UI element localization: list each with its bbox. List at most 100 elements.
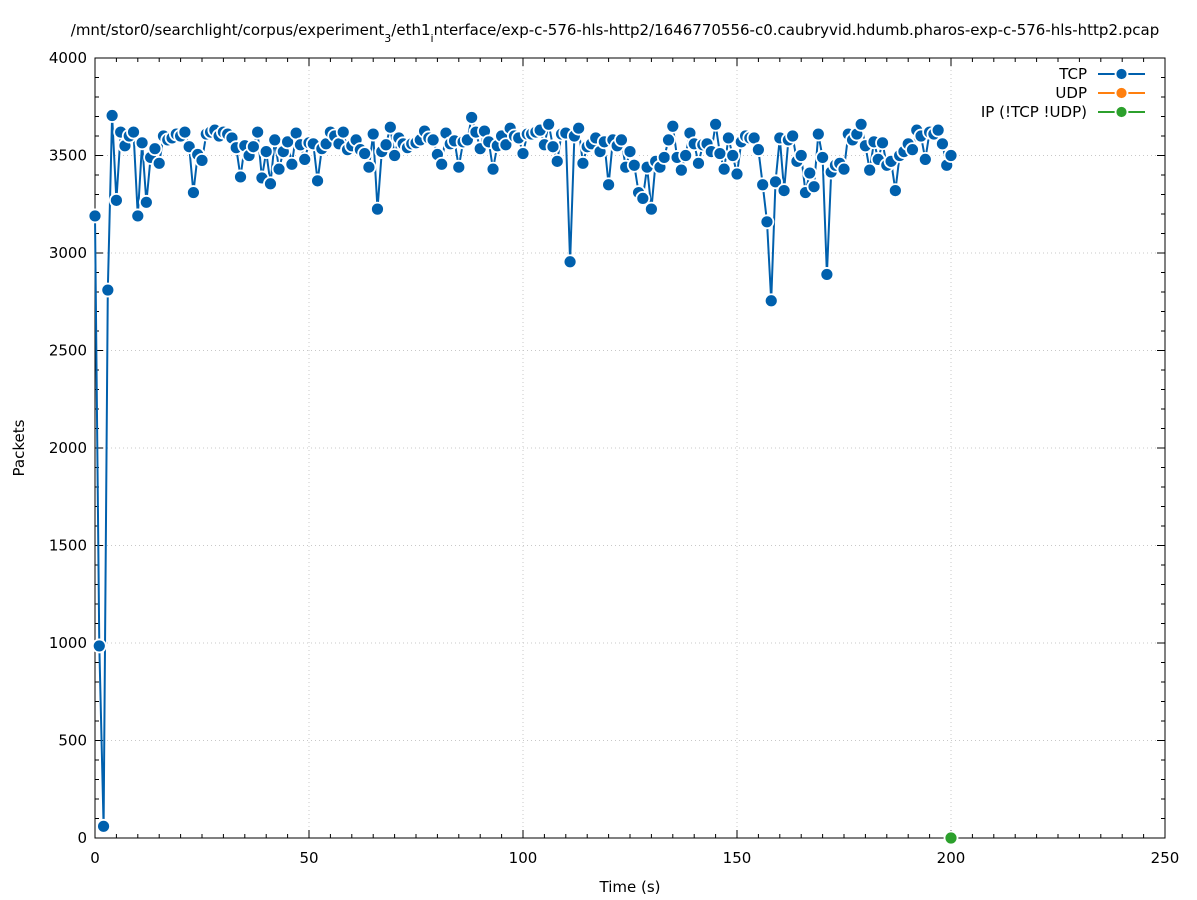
legend-label: UDP [1055,84,1087,102]
data-point [263,176,278,192]
data-point [614,132,629,148]
series-tcp [87,108,959,834]
data-point [571,120,587,136]
data-point [644,201,659,217]
x-tick-label: 100 [509,849,538,867]
data-point [310,173,325,189]
x-tick-label: 250 [1151,849,1180,867]
y-tick-label: 1000 [49,634,87,652]
data-point [541,116,557,132]
x-axis-label: Time (s) [599,878,661,896]
data-point [104,108,120,123]
data-point [100,282,116,298]
data-point [930,122,946,138]
data-point [378,137,394,153]
data-point [382,119,398,135]
data-point [451,159,467,175]
data-point [271,161,287,177]
data-point [387,148,403,163]
data-point [138,194,154,210]
y-tick-label: 2000 [49,439,87,457]
data-point [917,151,933,167]
data-point [464,110,480,125]
data-point [836,161,852,177]
data-point [785,128,801,144]
data-point [862,162,878,178]
y-tick-label: 2500 [49,342,87,360]
data-point [691,155,706,171]
data-point [365,126,381,142]
data-point [943,830,959,846]
x-tick-label: 200 [937,849,966,867]
data-point [802,165,818,181]
data-point [768,174,783,190]
data-point [87,208,103,224]
data-point [776,183,792,199]
data-point [357,146,373,161]
data-point [935,136,950,152]
chart-title-subscript-1: 3 [384,32,391,45]
x-tick-label: 150 [723,849,752,867]
chart-title-part-after: nterface/exp-c-576-hls-http2/1646770556-… [434,21,1160,39]
y-tick-label: 500 [58,732,87,750]
data-point [759,214,775,230]
series-layer [87,108,959,846]
data-point [815,150,830,165]
data-point [763,293,779,309]
y-tick-label: 3000 [49,244,87,262]
data-point [751,142,766,158]
chart-title-part-before: /mnt/stor0/searchlight/corpus/experiment [71,21,385,39]
data-point [109,192,124,208]
chart-title: /mnt/stor0/searchlight/corpus/experiment… [71,21,1159,45]
data-point [545,139,561,155]
data-point [515,146,531,161]
legend-marker [1114,105,1129,119]
tick-labels: 0 500 1000 1500 2000 2500 3000 3500 4000 0 50 100 15… [49,49,1180,867]
data-point [905,142,920,158]
data-point [361,159,377,175]
data-point [635,190,651,206]
y-axis-label: Packets [10,419,28,476]
legend-marker [1114,67,1129,81]
data-point [498,137,514,153]
data-point [806,179,822,195]
data-point [626,157,642,173]
legend-label: TCP [1058,65,1087,83]
data-point [721,130,736,146]
data-point [678,148,694,163]
data-point [716,161,732,177]
data-point [819,267,835,282]
data-point [708,116,723,132]
data-point [258,144,274,160]
data-point [96,818,111,834]
data-point [549,153,565,169]
data-point [177,124,193,140]
data-point [673,162,689,178]
data-point [562,254,578,270]
data-point [233,169,248,185]
data-point [729,166,745,182]
data-point [151,155,167,171]
data-point [661,132,676,148]
data-point [665,118,681,134]
chart-title-part-middle: /eth1 [391,21,430,39]
data-point [130,208,146,224]
data-point [485,161,501,177]
data-point [434,156,450,172]
data-point [875,135,890,151]
data-point [943,148,959,163]
data-point [267,132,283,148]
data-point [425,132,441,148]
y-tick-label: 3500 [49,147,87,165]
legend-marker [1114,86,1129,100]
data-point [284,156,300,172]
y-tick-label: 4000 [49,49,87,67]
data-point [575,155,591,171]
data-point [656,150,672,165]
data-point [370,201,385,217]
data-point [622,144,638,160]
data-point [793,148,809,163]
y-tick-label: 0 [77,829,87,847]
